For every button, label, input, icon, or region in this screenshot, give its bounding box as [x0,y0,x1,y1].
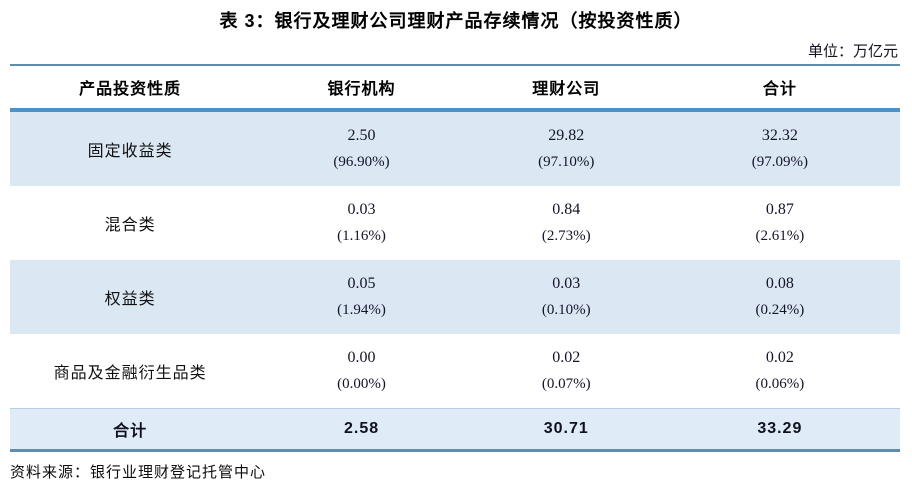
table-row: 固定收益类 2.50 (96.90%) 29.82 (97.10%) 32.32… [10,112,900,186]
percent-text: (0.00%) [337,376,386,392]
value-cell: 0.02 (0.06%) [660,334,900,408]
percent-text: (2.73%) [541,228,591,244]
value-text: 0.03 [347,201,376,218]
percent-text: (0.06%) [755,376,805,392]
value-cell: 0.87 (2.61%) [660,186,900,260]
value-cell: 0.03 (0.10%) [473,260,660,334]
source-note: 资料来源：银行业理财登记托管中心 [10,465,267,480]
value-text: 0.00 [347,349,376,366]
table-row: 权益类 0.05 (1.94%) 0.03 (0.10%) 0.08 (0.24… [10,260,900,334]
header-cell-wmc: 理财公司 [532,81,601,98]
total-value-total: 33.29 [757,420,803,437]
percent-text: (2.61%) [755,228,805,244]
header-cell-total: 合计 [762,81,797,98]
value-cell: 0.00 (0.00%) [250,334,473,408]
product-table: 产品投资性质 银行机构 理财公司 合计 固定收益类 2.50 (96.90%) … [10,64,900,452]
unit-label: 单位：万亿元 [807,44,898,60]
value-cell: 29.82 (97.10%) [473,112,660,186]
percent-text: (96.90%) [333,154,390,170]
value-cell: 0.02 (0.07%) [473,334,660,408]
percent-text: (0.24%) [755,302,805,318]
total-label: 合计 [113,423,148,440]
value-text: 0.05 [347,275,376,292]
value-text: 32.32 [761,127,798,144]
percent-text: (1.16%) [337,228,386,244]
percent-text: (97.10%) [538,154,595,170]
percent-text: (0.10%) [541,302,591,318]
table-row: 混合类 0.03 (1.16%) 0.84 (2.73%) 0.87 (2.61… [10,186,900,260]
value-text: 2.50 [347,127,376,144]
value-cell: 32.32 (97.09%) [660,112,900,186]
percent-text: (0.07%) [541,376,591,392]
row-label: 混合类 [104,217,156,234]
table-header-row: 产品投资性质 银行机构 理财公司 合计 [10,66,900,112]
page-title: 表 3：银行及理财公司理财产品存续情况（按投资性质） [219,11,693,31]
value-text: 29.82 [548,127,585,144]
row-label: 商品及金融衍生品类 [53,365,207,382]
value-text: 0.02 [765,349,794,366]
percent-text: (1.94%) [337,302,386,318]
total-row: 合计 2.58 30.71 33.29 [10,408,900,452]
value-cell: 0.03 (1.16%) [250,186,473,260]
row-label: 固定收益类 [87,143,173,160]
value-cell: 2.50 (96.90%) [250,112,473,186]
value-text: 0.87 [765,201,794,218]
percent-text: (97.09%) [751,154,808,170]
value-text: 0.84 [552,201,581,218]
value-text: 0.08 [765,275,794,292]
row-label: 权益类 [104,291,156,308]
value-text: 0.02 [552,349,581,366]
value-cell: 0.05 (1.94%) [250,260,473,334]
header-cell-nature: 产品投资性质 [79,81,182,98]
value-cell: 0.84 (2.73%) [473,186,660,260]
value-cell: 0.08 (0.24%) [660,260,900,334]
total-value-bank: 2.58 [343,420,380,437]
header-cell-bank: 银行机构 [327,81,396,98]
total-value-wmc: 30.71 [543,420,589,437]
table-row: 商品及金融衍生品类 0.00 (0.00%) 0.02 (0.07%) 0.02… [10,334,900,408]
value-text: 0.03 [552,275,581,292]
